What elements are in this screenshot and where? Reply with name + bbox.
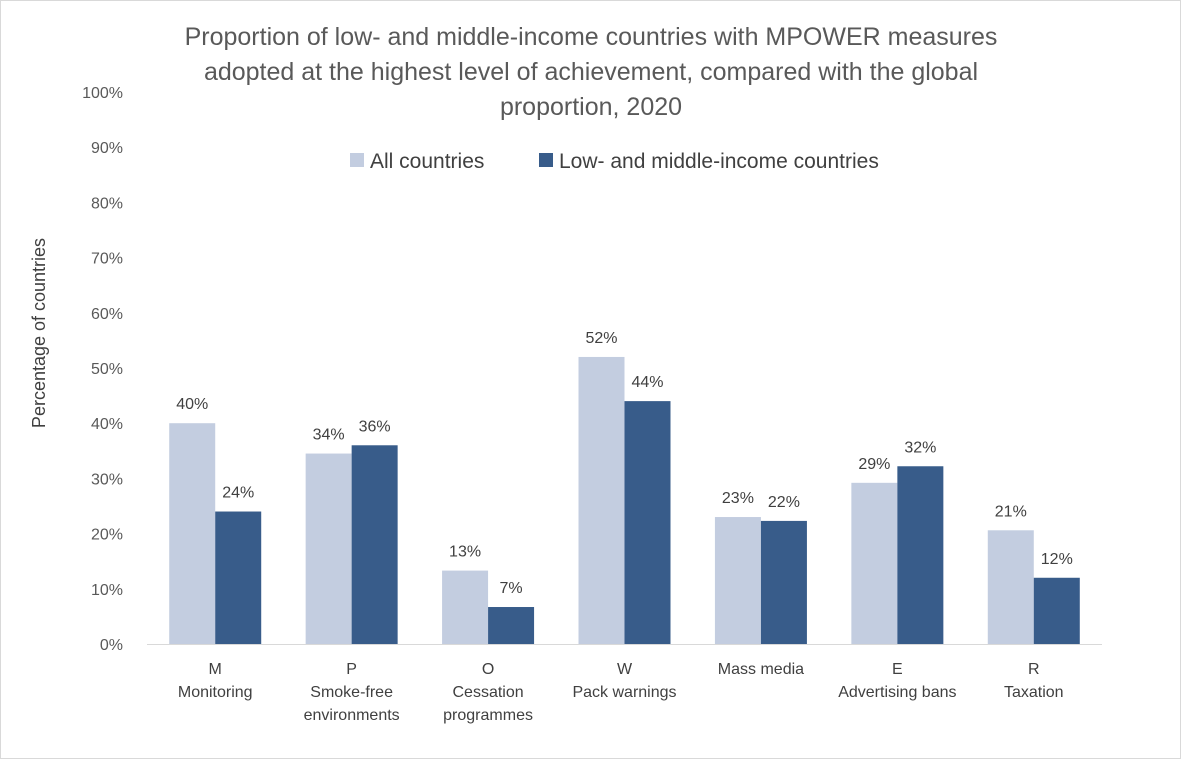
bar-all-6 (851, 482, 898, 644)
x-category-label: Monitoring (178, 684, 253, 701)
data-label: 34% (313, 427, 345, 444)
bar-lmic-6 (897, 466, 944, 644)
x-category-label: R (1028, 661, 1040, 678)
y-tick-label: 90% (91, 140, 123, 157)
legend-swatch-1 (350, 153, 364, 167)
chart-title-line-1: Proportion of low- and middle-income cou… (185, 23, 998, 51)
data-label: 13% (449, 544, 481, 561)
bar-lmic-2 (351, 445, 398, 644)
x-category-label: environments (304, 707, 400, 724)
legend-label-2: Low- and middle-income countries (559, 150, 879, 173)
y-tick-label: 30% (91, 471, 123, 488)
y-tick-label: 20% (91, 527, 123, 544)
y-tick-label: 10% (91, 582, 123, 599)
bar-lmic-7 (1033, 577, 1080, 644)
bar-lmic-5 (760, 520, 807, 644)
x-category-label: Cessation (452, 684, 523, 701)
chart-title-line-3: proportion, 2020 (500, 93, 682, 121)
x-category-label: P (346, 661, 357, 678)
data-label: 7% (500, 580, 523, 597)
data-label: 29% (858, 456, 890, 473)
bar-all-3 (442, 570, 489, 644)
data-label: 24% (222, 485, 254, 502)
chart-title-line-2: adopted at the highest level of achievem… (204, 58, 978, 86)
legend-label-1: All countries (370, 150, 484, 173)
x-category-label: O (482, 661, 494, 678)
y-tick-label: 70% (91, 251, 123, 268)
bar-all-2 (305, 453, 352, 644)
bar-all-5 (714, 517, 761, 644)
y-tick-label: 60% (91, 306, 123, 323)
data-label: 21% (995, 503, 1027, 520)
data-label: 36% (359, 418, 391, 435)
bar-all-1 (169, 423, 216, 644)
x-category-label: programmes (443, 707, 533, 724)
y-tick-label: 80% (91, 195, 123, 212)
data-label: 12% (1041, 551, 1073, 568)
y-tick-label: 50% (91, 361, 123, 378)
data-label: 40% (176, 396, 208, 413)
x-category-label: Mass media (718, 661, 804, 678)
data-label: 52% (585, 330, 617, 347)
x-category-label: E (892, 661, 903, 678)
bar-all-4 (578, 356, 625, 644)
bar-lmic-1 (215, 511, 262, 644)
data-label: 22% (768, 494, 800, 511)
x-category-label: Advertising bans (838, 684, 956, 701)
data-label: 23% (722, 490, 754, 507)
x-category-label: M (209, 661, 222, 678)
x-category-label: Taxation (1004, 684, 1064, 701)
x-category-label: Smoke-free (310, 684, 393, 701)
x-category-label: W (617, 661, 633, 678)
y-tick-label: 0% (100, 637, 123, 654)
bar-lmic-3 (488, 607, 535, 644)
y-tick-label: 40% (91, 416, 123, 433)
data-label: 44% (631, 374, 663, 391)
x-category-label: Pack warnings (572, 684, 676, 701)
y-axis-label: Percentage of countries (29, 238, 49, 428)
data-label: 32% (904, 439, 936, 456)
bar-all-7 (987, 530, 1034, 644)
bar-lmic-4 (624, 401, 671, 644)
y-tick-label: 100% (82, 85, 123, 102)
legend-swatch-2 (539, 153, 553, 167)
